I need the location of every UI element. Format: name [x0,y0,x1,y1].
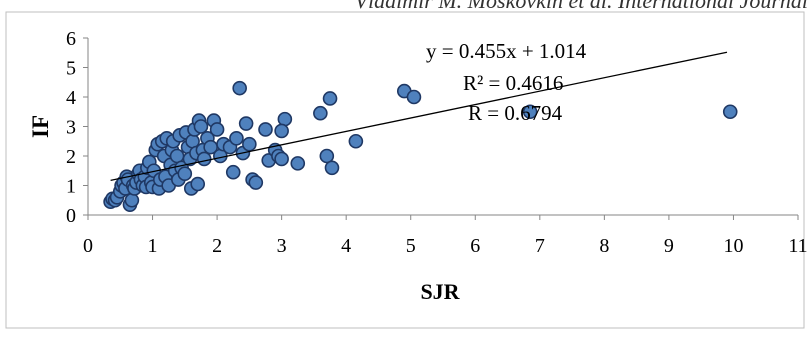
y-tick-label: 0 [66,205,76,227]
data-point [324,160,340,176]
x-tick-label: 11 [788,235,807,257]
data-point [277,111,293,127]
trendline [110,51,728,182]
y-tick-label: 1 [66,176,76,198]
data-point [229,131,244,146]
y-axis-label: IF [28,115,53,138]
x-tick-label: 7 [535,235,545,257]
y-tick-label: 3 [66,117,76,139]
data-point [322,91,338,106]
trendline-equation: y = 0.455x + 1.014 [426,39,587,63]
page-header-text: Vladimir M. Moskovkin et al. Internation… [354,0,808,13]
data-point [722,104,738,120]
x-tick-label: 5 [406,235,416,257]
x-tick-label: 10 [723,235,743,257]
data-point [232,80,247,96]
data-point [258,122,273,137]
x-tick-label: 4 [341,235,351,257]
data-point [193,119,209,134]
data-point [225,164,241,180]
data-point [196,151,212,167]
data-point [274,123,289,139]
data-point [177,166,193,181]
x-tick-label: 6 [470,235,480,257]
data-point [406,89,422,105]
x-tick-label: 1 [148,235,158,257]
data-point [348,133,364,149]
x-tick-label: 8 [599,235,609,257]
x-tick-label: 2 [212,235,222,257]
y-tick-label: 5 [66,58,76,80]
r-label: R = 0.6794 [468,101,563,125]
data-points [103,80,738,212]
axis-labels: SJR IF [28,115,461,304]
data-point [290,156,306,171]
data-point [313,105,328,121]
data-point [242,136,257,152]
data-point [522,104,538,120]
x-axis-label: SJR [420,279,460,304]
data-point [124,192,140,208]
y-tick-label: 4 [66,87,76,109]
trendline-group: y = 0.455x + 1.014 R² = 0.4616 R = 0.6794 [110,39,728,182]
chart-border [5,11,805,329]
x-tick-label: 3 [277,235,287,257]
data-point [209,122,225,137]
axes: 0 1 2 3 4 5 6 0 1 2 3 4 5 6 7 8 9 10 11 [66,28,808,257]
data-point [248,175,264,190]
data-point [238,116,254,131]
y-tick-label: 2 [66,146,76,168]
x-tick-label: 0 [83,235,93,257]
data-point [319,148,335,164]
y-tick-label: 6 [66,28,76,50]
data-point [190,176,206,192]
r-squared-label: R² = 0.4616 [463,71,563,95]
x-tick-label: 9 [664,235,674,257]
data-point [274,151,289,167]
